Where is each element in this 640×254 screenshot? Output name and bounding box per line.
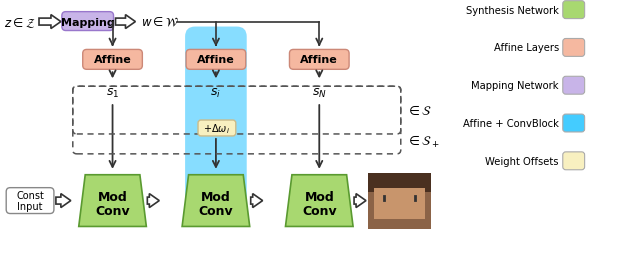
Text: $s_1$: $s_1$: [106, 86, 119, 99]
Polygon shape: [285, 175, 353, 227]
Text: Mod: Mod: [98, 190, 127, 203]
Text: Affine: Affine: [197, 55, 235, 65]
Text: $\in \mathcal{S}_+$: $\in \mathcal{S}_+$: [406, 133, 440, 149]
Text: $w \in \mathcal{W}$: $w \in \mathcal{W}$: [141, 16, 179, 29]
Text: $\in \mathcal{S}$: $\in \mathcal{S}$: [406, 104, 432, 118]
FancyBboxPatch shape: [198, 121, 236, 136]
Text: Mod: Mod: [305, 190, 334, 203]
Text: Synthesis Network: Synthesis Network: [466, 6, 559, 15]
FancyBboxPatch shape: [563, 115, 585, 132]
Text: Conv: Conv: [302, 204, 337, 217]
FancyBboxPatch shape: [563, 2, 585, 20]
Text: Affine: Affine: [93, 55, 131, 65]
FancyBboxPatch shape: [185, 27, 247, 226]
Polygon shape: [147, 194, 159, 208]
FancyBboxPatch shape: [563, 152, 585, 170]
Polygon shape: [116, 15, 136, 29]
Text: Mapping Network: Mapping Network: [471, 81, 559, 91]
Bar: [368, 173, 431, 230]
Bar: [374, 188, 424, 220]
Text: Conv: Conv: [95, 204, 130, 217]
Polygon shape: [354, 194, 366, 208]
FancyBboxPatch shape: [6, 188, 54, 214]
Text: Affine: Affine: [300, 55, 338, 65]
Text: Mapping: Mapping: [61, 18, 115, 27]
FancyBboxPatch shape: [563, 77, 585, 95]
Text: Affine Layers: Affine Layers: [493, 43, 559, 53]
FancyBboxPatch shape: [289, 50, 349, 70]
Text: $z \in \mathcal{Z}$: $z \in \mathcal{Z}$: [4, 15, 36, 29]
FancyBboxPatch shape: [563, 39, 585, 57]
Text: Conv: Conv: [198, 204, 233, 217]
Text: $s_N$: $s_N$: [312, 86, 326, 99]
FancyBboxPatch shape: [186, 50, 246, 70]
Text: Weight Offsets: Weight Offsets: [485, 156, 559, 166]
Polygon shape: [56, 194, 71, 208]
FancyBboxPatch shape: [83, 50, 142, 70]
Polygon shape: [39, 15, 61, 29]
Polygon shape: [182, 175, 250, 227]
Text: $+\Delta\omega_i$: $+\Delta\omega_i$: [204, 122, 230, 135]
FancyBboxPatch shape: [62, 13, 113, 31]
Text: Mod: Mod: [201, 190, 231, 203]
Text: Const
Input: Const Input: [16, 190, 44, 212]
Text: Affine + ConvBlock: Affine + ConvBlock: [463, 119, 559, 129]
Text: $s_i$: $s_i$: [211, 86, 221, 99]
Polygon shape: [251, 194, 262, 208]
Bar: [368, 173, 431, 192]
Polygon shape: [79, 175, 147, 227]
